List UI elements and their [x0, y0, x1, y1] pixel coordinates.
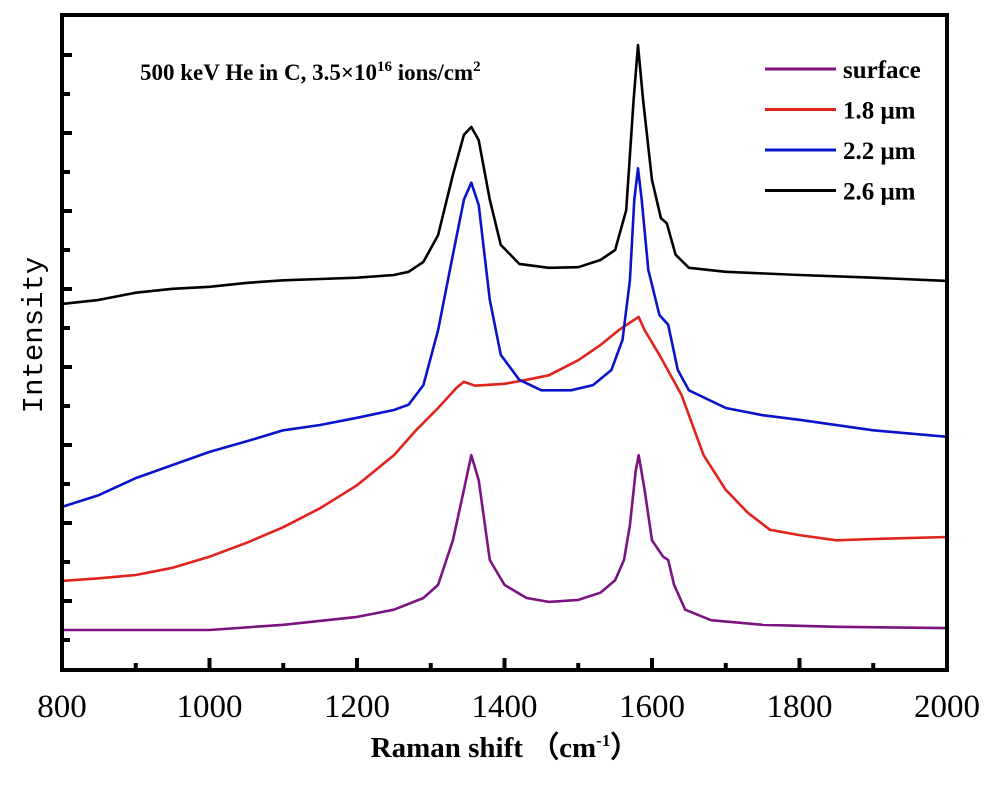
ticks-layer: 800 1000 1200 1400 1600 1800 2000 — [37, 53, 980, 725]
series-line-3 — [61, 43, 948, 306]
legend: surface 1.8 μm 2.2 μm 2.6 μm — [765, 57, 921, 206]
series-line-0 — [62, 453, 948, 632]
x-tick-label: 1600 — [619, 689, 685, 725]
x-tick-label: 1800 — [767, 689, 833, 725]
legend-label-0: surface — [843, 57, 921, 84]
x-tick-label: 1000 — [177, 689, 243, 725]
series-layer — [61, 43, 948, 632]
x-axis-label: Raman shift （cm-1） — [371, 731, 640, 764]
x-tick-label: 800 — [37, 689, 87, 725]
series-line-2 — [61, 167, 948, 509]
legend-label-3: 2.6 μm — [843, 179, 916, 206]
plot-frame — [60, 13, 949, 672]
legend-label-1: 1.8 μm — [843, 98, 916, 125]
x-tick-label: 1200 — [324, 689, 390, 725]
series-line-1 — [61, 315, 948, 583]
legend-label-2: 2.2 μm — [843, 138, 916, 165]
y-axis-label: Intensity — [18, 257, 51, 414]
annotation: 500 keV He in C, 3.5×1016 ions/cm2 — [140, 59, 481, 85]
x-tick-label: 2000 — [914, 689, 980, 725]
x-tick-label: 1400 — [472, 689, 538, 725]
